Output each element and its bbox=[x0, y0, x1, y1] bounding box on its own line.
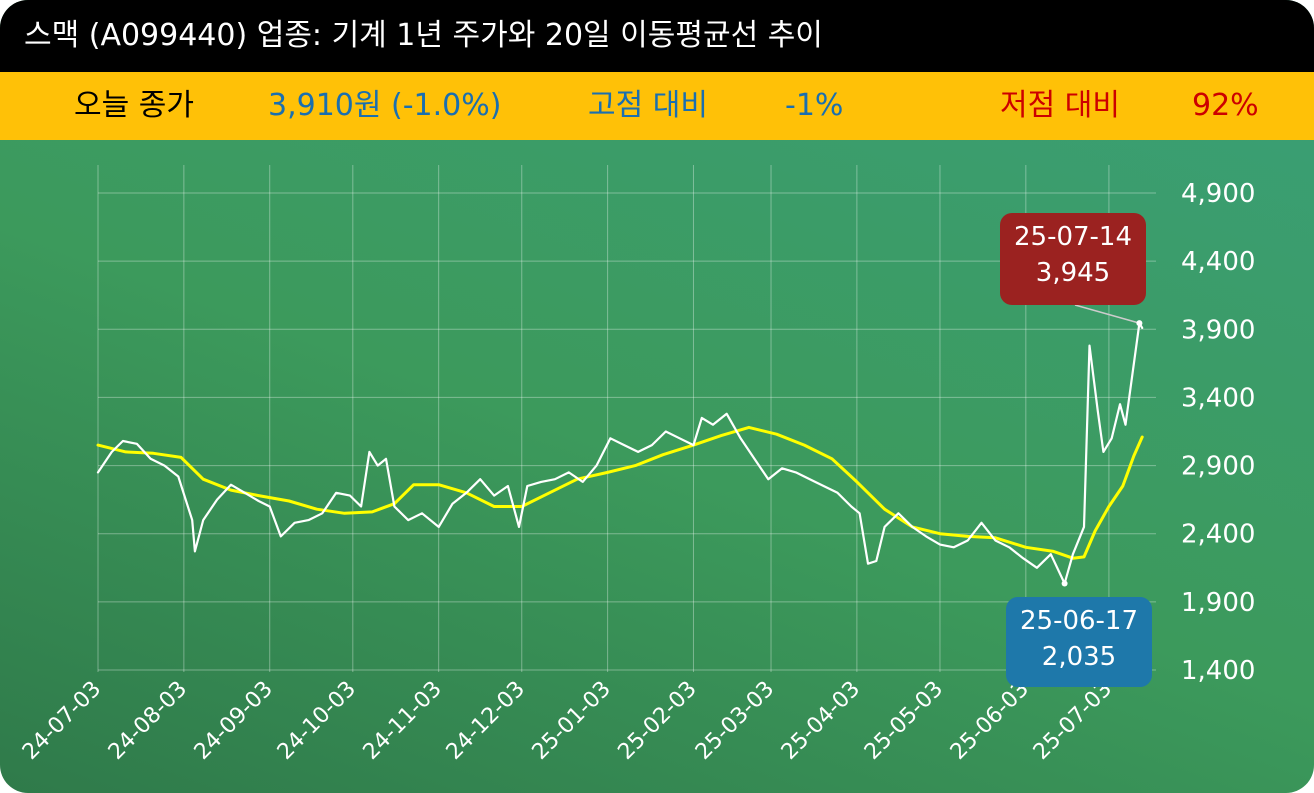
y-tick-label: 3,900 bbox=[1181, 315, 1255, 345]
low-compare-label: 저점 대비 bbox=[1000, 88, 1120, 123]
x-tick-label: 24-09-03 bbox=[190, 677, 278, 765]
low-callout: 25-06-17 2,035 bbox=[1006, 597, 1152, 687]
x-tick-label: 25-07-03 bbox=[1029, 677, 1117, 765]
x-tick-label: 24-08-03 bbox=[104, 677, 192, 765]
y-tick-label: 1,900 bbox=[1181, 588, 1255, 618]
high-callout: 25-07-14 3,945 bbox=[1000, 213, 1146, 305]
y-tick-label: 3,400 bbox=[1181, 383, 1255, 413]
close-label: 오늘 종가 bbox=[74, 88, 194, 123]
high-callout-date: 25-07-14 bbox=[1013, 222, 1132, 252]
x-tick-label: 25-03-03 bbox=[691, 677, 779, 765]
high-callout-value: 3,945 bbox=[1035, 258, 1111, 288]
x-tick-label: 24-11-03 bbox=[359, 677, 447, 765]
low-compare-value: 92% bbox=[1192, 88, 1259, 123]
x-tick-label: 24-12-03 bbox=[442, 677, 530, 765]
summary-bar: 오늘 종가 3,910원 (-1.0%) 고점 대비 -1% 저점 대비 92% bbox=[0, 72, 1314, 140]
x-tick-label: 24-10-03 bbox=[273, 677, 361, 765]
ma20-line bbox=[96, 425, 1144, 560]
chart-title: 스맥 (A099440) 업종: 기계 1년 주가와 20일 이동평균선 추이 bbox=[0, 0, 1314, 72]
close-value: 3,910원 (-1.0%) bbox=[268, 88, 502, 123]
y-tick-label: 4,900 bbox=[1181, 179, 1255, 209]
x-tick-label: 25-05-03 bbox=[860, 677, 948, 765]
low-callout-date: 25-06-17 bbox=[1019, 606, 1138, 636]
y-tick-label: 2,400 bbox=[1181, 520, 1255, 550]
x-tick-label: 24-07-03 bbox=[18, 677, 106, 765]
x-tick-label: 25-06-03 bbox=[946, 677, 1034, 765]
high-leader-line bbox=[1074, 304, 1140, 324]
low-callout-value: 2,035 bbox=[1041, 642, 1117, 672]
line-chart: 1,400 1,900 2,400 2,900 3,400 3,900 4,400 4,900… bbox=[18, 165, 1255, 765]
high-marker bbox=[1136, 320, 1143, 327]
x-tick-label: 25-04-03 bbox=[777, 677, 865, 765]
y-tick-label: 4,400 bbox=[1181, 247, 1255, 277]
y-tick-label: 1,400 bbox=[1181, 656, 1255, 686]
price-line bbox=[96, 322, 1144, 585]
y-tick-label: 2,900 bbox=[1181, 452, 1255, 482]
high-compare-value: -1% bbox=[785, 88, 844, 123]
x-tick-label: 25-01-03 bbox=[528, 677, 616, 765]
low-marker bbox=[1061, 580, 1068, 587]
x-tick-label: 25-02-03 bbox=[613, 677, 701, 765]
high-compare-label: 고점 대비 bbox=[588, 88, 708, 123]
